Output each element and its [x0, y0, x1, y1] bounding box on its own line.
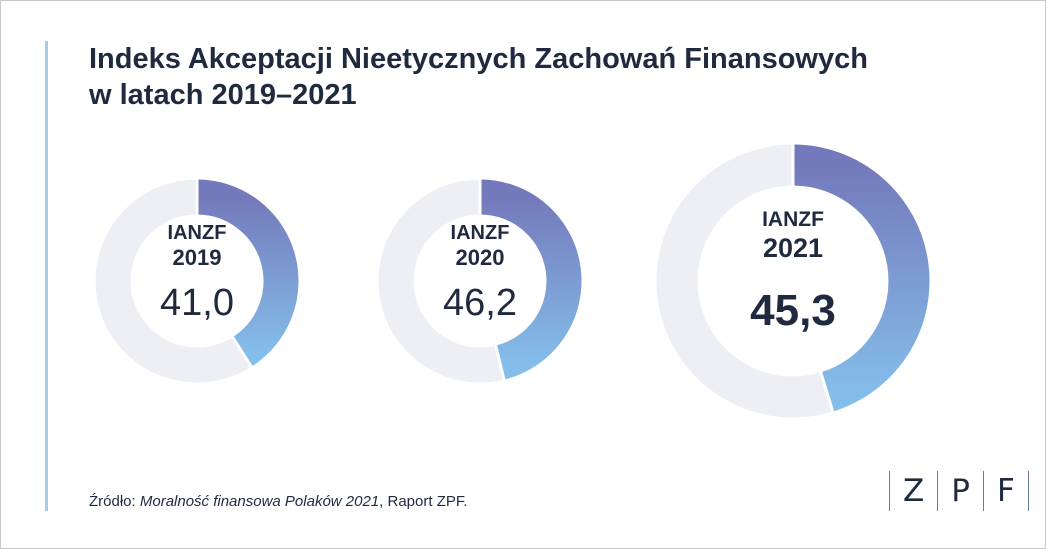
donut-year-2019: 2019: [173, 245, 222, 270]
logo-separator: [982, 471, 984, 511]
donut-year-2021: 2021: [763, 233, 823, 263]
logo-separator: [889, 471, 890, 511]
zpf-logo: Z P F: [889, 471, 1029, 511]
logo-letter-z: Z: [903, 473, 925, 509]
source-prefix: Źródło:: [89, 493, 140, 510]
donut-label-2021: IANZF: [762, 208, 824, 231]
donut-label-2019: IANZF: [168, 222, 227, 244]
logo-letter-f: F: [996, 473, 1015, 509]
donut-year-2020: 2020: [456, 245, 505, 270]
accent-bar: [45, 41, 48, 511]
donut-separator-end-2019: [230, 335, 254, 369]
donut-label-2020: IANZF: [451, 222, 510, 244]
logo-letter-p: P: [951, 473, 970, 509]
title-line-1: Indeks Akceptacji Nieetycznych Zachowań …: [89, 43, 868, 75]
logo-separator: [937, 471, 939, 511]
donut-value-2019: 41,0: [160, 282, 234, 324]
donut-value-2021: 45,3: [750, 286, 836, 335]
logo-separator: [1027, 471, 1029, 511]
title-line-2: w latach 2019–2021: [89, 79, 357, 111]
chart-title: Indeks Akceptacji Nieetycznych Zachowań …: [89, 41, 989, 113]
source-note: Źródło: Moralność finansowa Polaków 2021…: [89, 493, 468, 510]
donut-value-arc-2020: [479, 179, 582, 380]
donut-value-2020: 46,2: [443, 282, 517, 324]
donut-separator-end-2021: [819, 370, 835, 413]
donut-separator-end-2020: [494, 344, 506, 381]
source-title: Moralność finansowa Polaków 2021: [139, 493, 380, 510]
donut-value-arc-2019: [196, 179, 299, 367]
donut-value-arc-2021: [792, 144, 930, 412]
source-suffix: , Raport ZPF.: [379, 493, 468, 510]
